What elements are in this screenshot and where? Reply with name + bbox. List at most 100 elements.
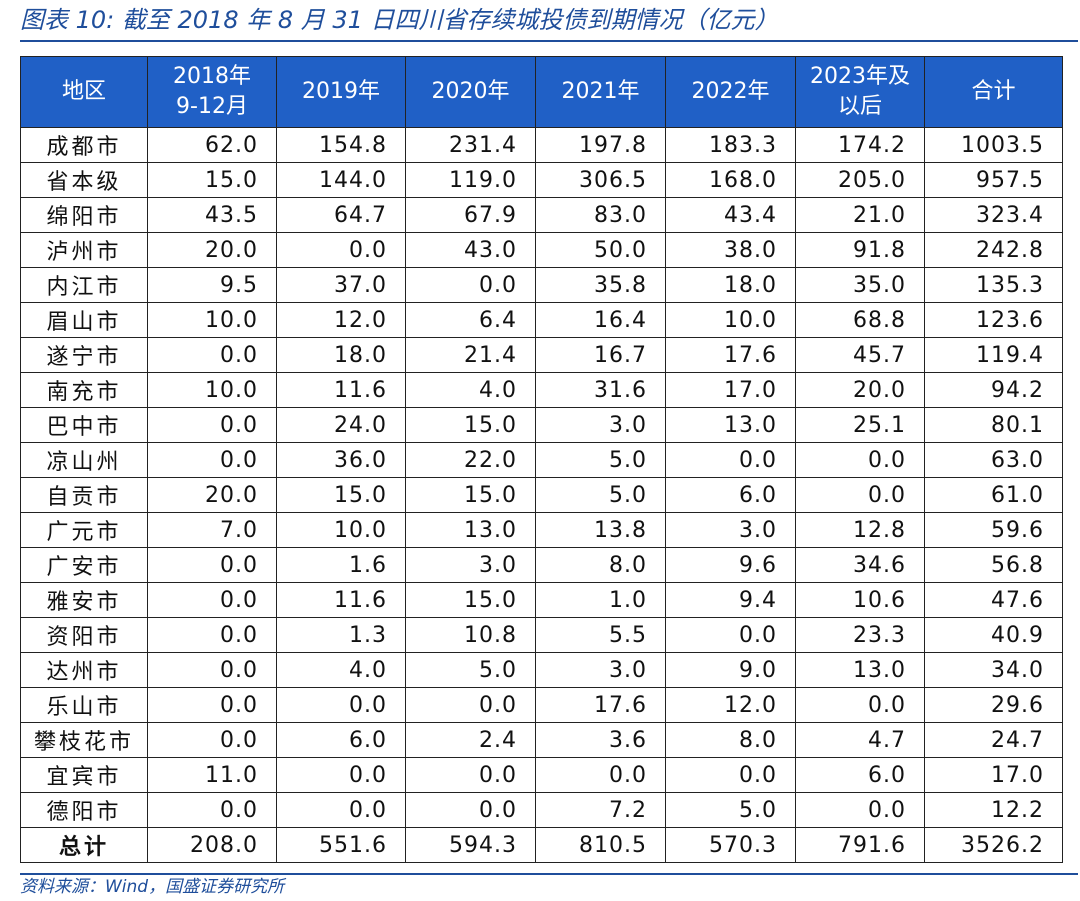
value-cell: 80.1 bbox=[924, 407, 1063, 443]
table-row: 南充市 10.0 11.6 4.0 31.6 17.0 20.0 94.2 bbox=[20, 372, 1063, 408]
value-cell: 551.6 bbox=[276, 827, 406, 863]
value-cell: 40.9 bbox=[924, 617, 1063, 653]
value-cell: 6.0 bbox=[665, 477, 796, 513]
table-row: 广安市 0.0 1.6 3.0 8.0 9.6 34.6 56.8 bbox=[20, 547, 1063, 583]
value-cell: 10.0 bbox=[147, 372, 277, 408]
region-cell: 乐山市 bbox=[20, 687, 148, 723]
value-cell: 17.0 bbox=[924, 757, 1063, 793]
region-cell: 内江市 bbox=[20, 267, 148, 303]
value-cell: 4.7 bbox=[795, 722, 925, 758]
table-header-row: 地区 2018年 9-12月 2019年 2020年 2021年 2022年 20… bbox=[20, 56, 1063, 128]
value-cell: 0.0 bbox=[276, 757, 406, 793]
value-cell: 0.0 bbox=[147, 652, 277, 688]
value-cell: 5.0 bbox=[535, 442, 666, 478]
header-region: 地区 bbox=[20, 56, 148, 128]
value-cell: 0.0 bbox=[665, 617, 796, 653]
table-row: 宜宾市 11.0 0.0 0.0 0.0 0.0 6.0 17.0 bbox=[20, 757, 1063, 793]
value-cell: 174.2 bbox=[795, 127, 925, 163]
value-cell: 64.7 bbox=[276, 197, 406, 233]
value-cell: 0.0 bbox=[276, 792, 406, 828]
value-cell: 154.8 bbox=[276, 127, 406, 163]
header-2023-and-after: 2023年及 以后 bbox=[795, 56, 925, 128]
header-2022: 2022年 bbox=[665, 56, 796, 128]
value-cell: 13.0 bbox=[795, 652, 925, 688]
value-cell: 47.6 bbox=[924, 582, 1063, 618]
table-row: 资阳市 0.0 1.3 10.8 5.5 0.0 23.3 40.9 bbox=[20, 617, 1063, 653]
region-cell: 绵阳市 bbox=[20, 197, 148, 233]
table-row: 绵阳市 43.5 64.7 67.9 83.0 43.4 21.0 323.4 bbox=[20, 197, 1063, 233]
value-cell: 63.0 bbox=[924, 442, 1063, 478]
region-cell: 泸州市 bbox=[20, 232, 148, 268]
value-cell: 56.8 bbox=[924, 547, 1063, 583]
header-2019: 2019年 bbox=[276, 56, 406, 128]
table-row: 攀枝花市 0.0 6.0 2.4 3.6 8.0 4.7 24.7 bbox=[20, 722, 1063, 758]
value-cell: 3.0 bbox=[535, 407, 666, 443]
value-cell: 31.6 bbox=[535, 372, 666, 408]
value-cell: 323.4 bbox=[924, 197, 1063, 233]
figure-title: 图表 10: 截至 2018 年 8 月 31 日四川省存续城投债到期情况（亿元… bbox=[20, 6, 779, 34]
value-cell: 13.0 bbox=[665, 407, 796, 443]
value-cell: 0.0 bbox=[147, 442, 277, 478]
value-cell: 17.6 bbox=[535, 687, 666, 723]
value-cell: 12.0 bbox=[276, 302, 406, 338]
value-cell: 144.0 bbox=[276, 162, 406, 198]
value-cell: 43.4 bbox=[665, 197, 796, 233]
value-cell: 306.5 bbox=[535, 162, 666, 198]
value-cell: 62.0 bbox=[147, 127, 277, 163]
value-cell: 183.3 bbox=[665, 127, 796, 163]
table-row: 泸州市 20.0 0.0 43.0 50.0 38.0 91.8 242.8 bbox=[20, 232, 1063, 268]
region-cell: 广安市 bbox=[20, 547, 148, 583]
region-cell: 遂宁市 bbox=[20, 337, 148, 373]
region-cell: 省本级 bbox=[20, 162, 148, 198]
maturity-table: 地区 2018年 9-12月 2019年 2020年 2021年 2022年 20… bbox=[20, 56, 1063, 863]
value-cell: 10.0 bbox=[276, 512, 406, 548]
value-cell: 0.0 bbox=[665, 757, 796, 793]
value-cell: 24.0 bbox=[276, 407, 406, 443]
value-cell: 13.8 bbox=[535, 512, 666, 548]
value-cell: 9.6 bbox=[665, 547, 796, 583]
value-cell: 0.0 bbox=[147, 722, 277, 758]
value-cell: 1.6 bbox=[276, 547, 406, 583]
value-cell: 0.0 bbox=[147, 337, 277, 373]
value-cell: 16.7 bbox=[535, 337, 666, 373]
value-cell: 119.0 bbox=[405, 162, 536, 198]
value-cell: 4.0 bbox=[276, 652, 406, 688]
value-cell: 11.6 bbox=[276, 372, 406, 408]
region-cell: 宜宾市 bbox=[20, 757, 148, 793]
value-cell: 1.0 bbox=[535, 582, 666, 618]
value-cell: 3526.2 bbox=[924, 827, 1063, 863]
value-cell: 15.0 bbox=[405, 477, 536, 513]
value-cell: 12.0 bbox=[665, 687, 796, 723]
value-cell: 3.0 bbox=[405, 547, 536, 583]
value-cell: 38.0 bbox=[665, 232, 796, 268]
value-cell: 22.0 bbox=[405, 442, 536, 478]
value-cell: 0.0 bbox=[665, 442, 796, 478]
value-cell: 94.2 bbox=[924, 372, 1063, 408]
total-row: 总计 208.0 551.6 594.3 810.5 570.3 791.6 3526.2 bbox=[20, 827, 1063, 863]
value-cell: 5.5 bbox=[535, 617, 666, 653]
header-total: 合计 bbox=[924, 56, 1063, 128]
value-cell: 24.7 bbox=[924, 722, 1063, 758]
region-cell: 自贡市 bbox=[20, 477, 148, 513]
region-cell: 达州市 bbox=[20, 652, 148, 688]
value-cell: 9.0 bbox=[665, 652, 796, 688]
table-row: 遂宁市 0.0 18.0 21.4 16.7 17.6 45.7 119.4 bbox=[20, 337, 1063, 373]
value-cell: 67.9 bbox=[405, 197, 536, 233]
value-cell: 7.2 bbox=[535, 792, 666, 828]
table-row: 雅安市 0.0 11.6 15.0 1.0 9.4 10.6 47.6 bbox=[20, 582, 1063, 618]
value-cell: 15.0 bbox=[147, 162, 277, 198]
value-cell: 13.0 bbox=[405, 512, 536, 548]
value-cell: 0.0 bbox=[795, 442, 925, 478]
value-cell: 197.8 bbox=[535, 127, 666, 163]
value-cell: 37.0 bbox=[276, 267, 406, 303]
value-cell: 0.0 bbox=[405, 757, 536, 793]
value-cell: 1003.5 bbox=[924, 127, 1063, 163]
value-cell: 29.6 bbox=[924, 687, 1063, 723]
value-cell: 0.0 bbox=[276, 232, 406, 268]
value-cell: 35.0 bbox=[795, 267, 925, 303]
value-cell: 34.0 bbox=[924, 652, 1063, 688]
value-cell: 9.4 bbox=[665, 582, 796, 618]
value-cell: 135.3 bbox=[924, 267, 1063, 303]
value-cell: 0.0 bbox=[405, 792, 536, 828]
value-cell: 205.0 bbox=[795, 162, 925, 198]
